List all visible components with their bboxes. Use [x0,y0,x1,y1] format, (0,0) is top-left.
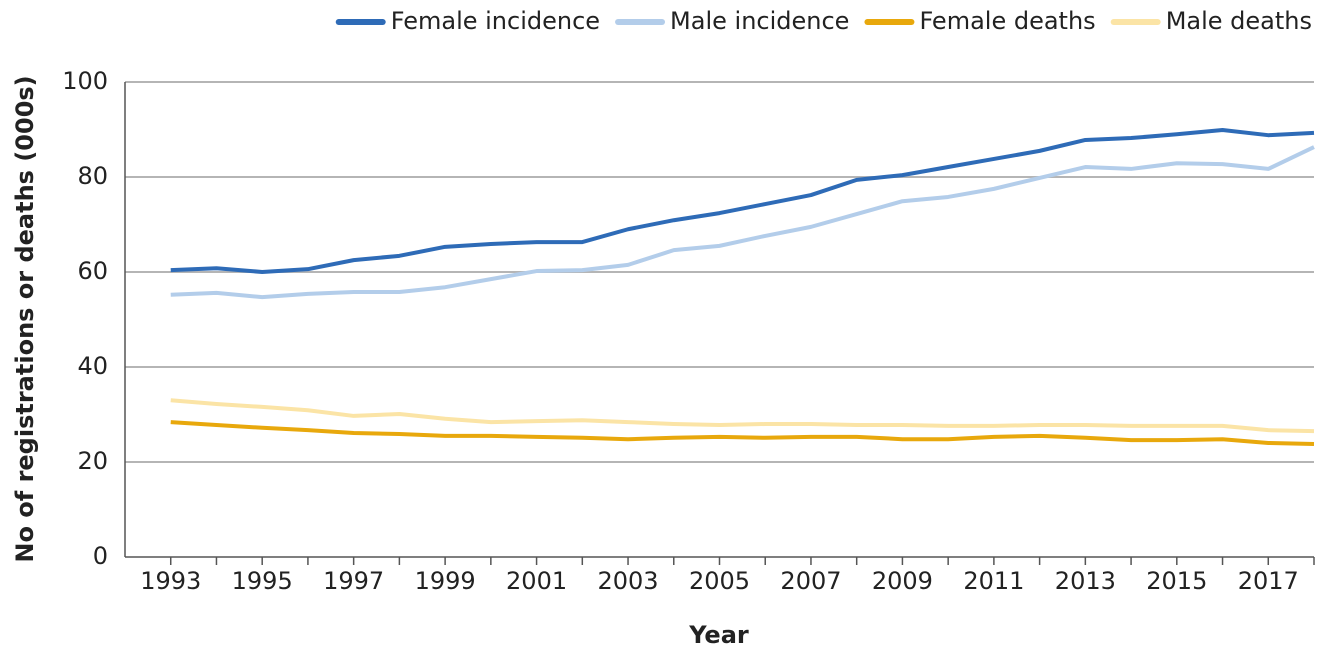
x-tick-label: 1993 [140,567,201,595]
x-tick-label: 2011 [963,567,1024,595]
y-tick-label: 80 [77,162,108,190]
y-tick-label: 20 [77,447,108,475]
y-axis-title: No of registrations or deaths (000s) [11,75,39,562]
x-tick-label: 2003 [597,567,658,595]
series-line [170,145,1315,300]
series-line [170,398,1315,434]
x-tick-label: 1997 [323,567,384,595]
y-tick-label: 100 [62,67,108,95]
legend-label: Male deaths [1166,7,1312,35]
x-tick-label: 1999 [415,567,476,595]
series-line [170,127,1315,274]
y-tick-label: 40 [77,352,108,380]
x-tick-label: 2013 [1055,567,1116,595]
x-axis-title: Year [688,621,749,649]
series-line [170,420,1315,446]
x-tick-label: 1995 [232,567,293,595]
x-tick-label: 2009 [872,567,933,595]
y-tick-label: 60 [77,257,108,285]
legend-label: Male incidence [670,7,849,35]
x-tick-label: 2001 [506,567,567,595]
legend-label: Female deaths [919,7,1095,35]
legend-label: Female incidence [391,7,600,35]
x-tick-label: 2007 [780,567,841,595]
y-tick-label: 0 [93,542,108,570]
x-tick-label: 2015 [1146,567,1207,595]
x-tick-label: 2005 [689,567,750,595]
x-tick-label: 2017 [1238,567,1299,595]
